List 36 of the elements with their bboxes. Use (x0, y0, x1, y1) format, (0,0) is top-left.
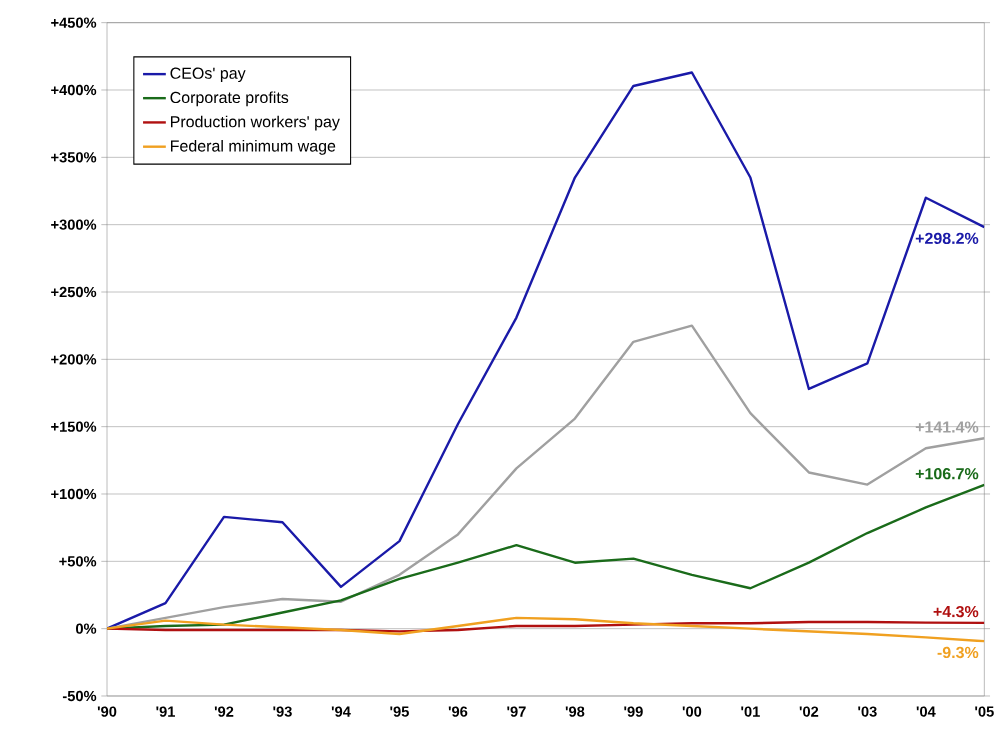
data-label: +106.7% (915, 468, 979, 480)
legend-label: Production workers' pay (171, 115, 340, 131)
y-tick-label: -50% (62, 690, 97, 702)
x-tick-label: '03 (858, 706, 877, 717)
y-tick-label: +150% (51, 421, 97, 432)
x-tick-label: '01 (741, 706, 760, 717)
data-label: +298.2% (915, 232, 979, 245)
y-tick-label: +400% (51, 84, 97, 96)
data-label: +4.3% (933, 605, 979, 618)
y-tick-label: +350% (51, 152, 97, 163)
legend-label: Federal minimum wage (171, 139, 336, 155)
y-tick-label: +100% (51, 488, 97, 500)
x-tick-label: '96 (448, 706, 468, 717)
y-tick-label: +200% (51, 354, 97, 365)
x-tick-label: '04 (916, 706, 936, 717)
x-tick-label: '98 (565, 706, 585, 717)
x-tick-label: '00 (682, 706, 702, 717)
x-tick-label: '95 (390, 706, 409, 717)
x-tick-label: '05 (975, 706, 994, 717)
x-tick-label: '97 (507, 706, 526, 717)
x-tick-label: '99 (624, 706, 643, 717)
x-tick-label: '90 (97, 706, 117, 717)
y-tick-label: +450% (51, 17, 97, 28)
y-tick-label: 0% (75, 623, 97, 634)
x-tick-label: '93 (273, 706, 292, 717)
data-label: +141.4% (915, 421, 979, 433)
y-tick-label: +300% (51, 219, 97, 230)
x-tick-label: '94 (331, 706, 351, 717)
x-tick-label: '02 (799, 706, 819, 717)
y-tick-label: +250% (51, 286, 97, 298)
legend-label: CEOs' pay (170, 67, 246, 83)
data-label: -9.3% (937, 646, 979, 659)
legend-label: Corporate profits (170, 91, 289, 107)
y-tick-label: +50% (59, 556, 97, 567)
x-tick-label: '91 (156, 706, 175, 717)
x-tick-label: '92 (214, 706, 234, 717)
